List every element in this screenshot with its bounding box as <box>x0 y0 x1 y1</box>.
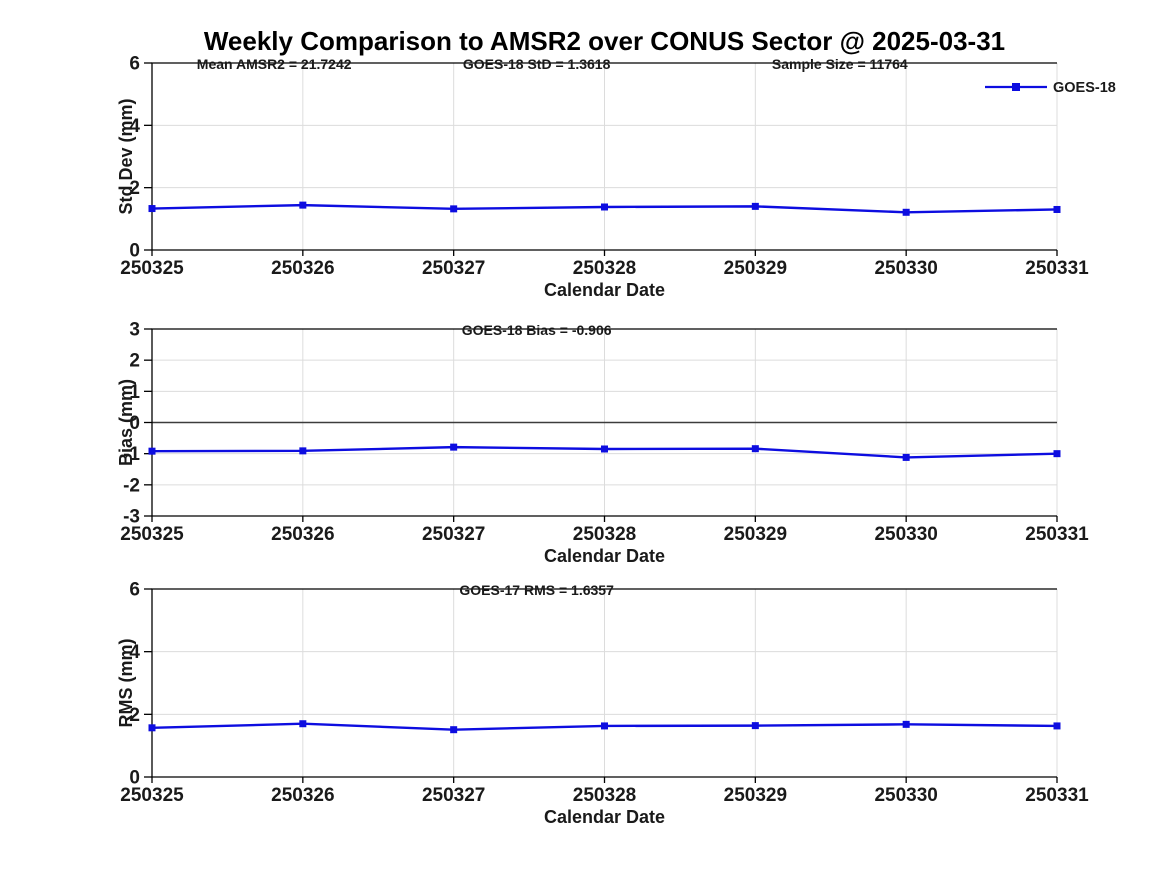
x-tick-label: 250326 <box>271 258 334 279</box>
y-tick-label: 2 <box>129 351 140 372</box>
data-point-marker <box>751 445 759 453</box>
y-tick-label: 3 <box>129 320 140 341</box>
data-point-marker <box>299 201 307 209</box>
x-tick-label: 250328 <box>573 785 636 806</box>
y-tick-label: -3 <box>123 507 140 528</box>
y-tick-label: 1 <box>129 382 140 403</box>
data-point-marker <box>902 208 910 216</box>
x-tick-label: 250326 <box>271 524 334 545</box>
data-point-marker <box>450 726 458 734</box>
data-point-marker <box>1053 450 1061 458</box>
legend: GOES-18 <box>985 80 1116 96</box>
x-tick-label: 250328 <box>573 258 636 279</box>
y-axis-label: Bias (mm) <box>116 379 136 466</box>
y-axis-label: Std Dev (mm) <box>116 98 136 214</box>
data-point-marker <box>902 453 910 461</box>
x-tick-label: 250331 <box>1025 785 1089 806</box>
legend-marker <box>1012 83 1020 91</box>
data-point-marker <box>450 205 458 213</box>
annotation: Sample Size = 11764 <box>772 56 908 72</box>
x-tick-label: 250331 <box>1025 524 1089 545</box>
x-tick-label: 250328 <box>573 524 636 545</box>
data-point-marker <box>601 445 608 453</box>
x-tick-label: 250327 <box>422 524 485 545</box>
data-point-marker <box>751 202 759 210</box>
y-tick-label: 2 <box>129 178 140 199</box>
data-point-marker <box>148 447 156 455</box>
data-point-marker <box>299 447 307 455</box>
x-axis-label: Calendar Date <box>544 280 665 300</box>
x-tick-label: 250329 <box>724 258 787 279</box>
x-tick-label: 250329 <box>724 785 787 806</box>
page-title: Weekly Comparison to AMSR2 over CONUS Se… <box>203 26 1006 56</box>
data-point-marker <box>601 203 608 211</box>
data-point-marker <box>1053 205 1061 213</box>
data-point-marker <box>450 443 458 451</box>
x-tick-label: 250326 <box>271 785 334 806</box>
x-tick-label: 250325 <box>120 258 184 279</box>
x-tick-label: 250325 <box>120 524 184 545</box>
y-tick-label: -2 <box>123 475 140 496</box>
x-tick-label: 250331 <box>1025 258 1089 279</box>
rms-plot: 0 2 4 6 250325 250326 250327 250328 250329 250330… <box>116 580 1089 828</box>
annotation: GOES-17 RMS = 1.6357 <box>459 582 614 598</box>
data-point-marker <box>1053 722 1061 730</box>
x-tick-label: 250329 <box>724 524 787 545</box>
y-tick-label: 0 <box>129 413 140 434</box>
y-tick-label: 0 <box>129 768 140 789</box>
annotation: Mean AMSR2 = 21.7242 <box>197 56 352 72</box>
x-axis-label: Calendar Date <box>544 807 665 827</box>
x-tick-label: 250330 <box>874 258 937 279</box>
stddev-plot: 0 2 4 6 250325 250326 250327 250328 250329 250330… <box>116 54 1116 301</box>
data-point-marker <box>902 720 910 728</box>
x-tick-label: 250330 <box>874 524 937 545</box>
x-tick-label: 250327 <box>422 785 485 806</box>
annotation: GOES-18 Bias = -0.906 <box>462 322 612 338</box>
y-axis-label: RMS (mm) <box>116 638 136 727</box>
y-tick-label: 2 <box>129 705 140 726</box>
legend-label: GOES-18 <box>1053 80 1116 96</box>
x-tick-label: 250325 <box>120 785 184 806</box>
data-point-marker <box>148 724 156 732</box>
x-tick-label: 250330 <box>874 785 937 806</box>
data-point-marker <box>299 720 307 728</box>
y-tick-label: 4 <box>129 642 140 663</box>
y-tick-label: -1 <box>123 444 140 465</box>
data-point-marker <box>148 205 156 213</box>
data-point-marker <box>601 722 608 730</box>
y-tick-label: 0 <box>129 241 140 262</box>
data-point-marker <box>751 722 759 730</box>
y-tick-label: 4 <box>129 116 140 137</box>
x-axis-label: Calendar Date <box>544 546 665 566</box>
annotation: GOES-18 StD = 1.3618 <box>463 56 611 72</box>
y-tick-label: 6 <box>129 54 140 75</box>
x-tick-label: 250327 <box>422 258 485 279</box>
y-tick-label: 6 <box>129 580 140 601</box>
